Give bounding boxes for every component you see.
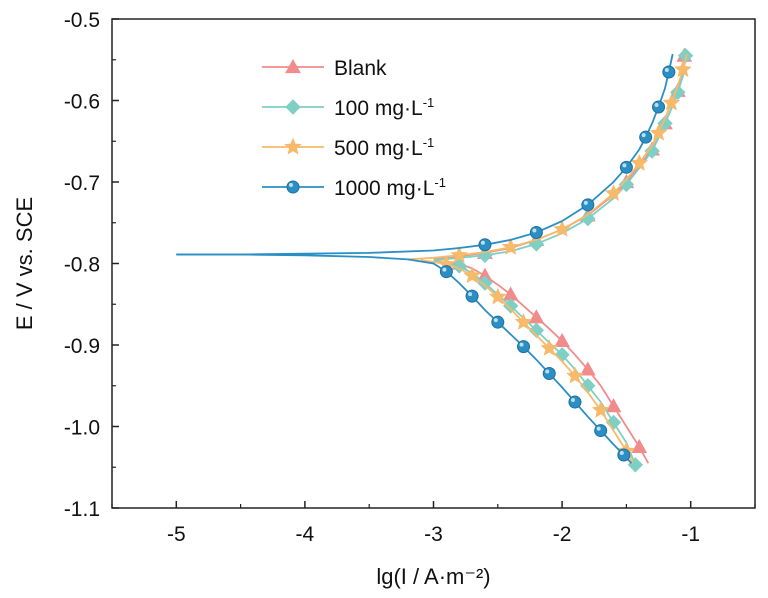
legend-label: 500 mg·L-1 (334, 135, 434, 160)
sphere-highlight (583, 200, 588, 205)
star-marker (501, 237, 520, 255)
star-marker (674, 60, 692, 78)
sphere-highlight (570, 398, 575, 403)
sphere-highlight (622, 163, 627, 168)
sphere-marker (529, 226, 543, 240)
star-marker (540, 339, 559, 356)
sphere-marker (652, 100, 666, 114)
y-tick-label: -0.7 (64, 172, 100, 195)
sphere-highlight (519, 342, 524, 347)
star-marker (553, 219, 571, 237)
series-3 (176, 53, 676, 464)
legend-label-base: Blank (334, 57, 387, 80)
diamond-marker (618, 176, 635, 193)
sphere-marker (465, 289, 479, 303)
sphere-highlight (654, 103, 659, 108)
sphere-marker (594, 424, 608, 438)
y-axis-title: E / V vs. SCE (12, 197, 37, 330)
legend-entry: 500 mg·L-1 (262, 135, 434, 160)
sphere-marker (639, 130, 653, 144)
sphere-highlight (480, 240, 485, 245)
sphere-highlight (442, 267, 447, 272)
diamond-marker (644, 143, 660, 159)
legend-entry: 100 mg·L-1 (262, 95, 434, 120)
triangle-marker (579, 361, 596, 376)
star-marker (591, 400, 610, 418)
sphere-highlight (289, 183, 293, 187)
series-1 (433, 47, 694, 473)
y-tick-label: -0.6 (64, 91, 100, 114)
legend-label: Blank (334, 57, 387, 80)
sphere-marker (568, 395, 582, 409)
x-tick-label: -5 (167, 523, 186, 546)
plot-area (176, 47, 694, 473)
legend-entry: 1000 mg·L-1 (262, 175, 446, 200)
diamond-marker (477, 275, 493, 291)
star-marker (662, 93, 681, 111)
legend-label-superscript: -1 (423, 135, 435, 150)
y-tick-label: -0.5 (64, 9, 100, 32)
star-marker (514, 312, 533, 330)
series-line-cathodic (433, 260, 650, 464)
star-marker (488, 287, 507, 305)
axis-titles: lg(I / A·m⁻²) E / V vs. SCE (12, 197, 491, 589)
sphere-marker (439, 265, 453, 279)
star-marker (630, 154, 649, 171)
star-marker (566, 366, 584, 384)
x-tick-label: -3 (424, 523, 443, 546)
sphere-highlight (532, 228, 537, 233)
y-tick-label: -1.1 (64, 498, 100, 521)
diamond-marker (528, 322, 545, 339)
sphere-highlight (545, 369, 550, 374)
sphere-marker (662, 65, 676, 79)
triangle-marker (554, 332, 570, 348)
sphere-marker (581, 198, 595, 212)
x-tick-label: -1 (681, 523, 700, 546)
x-tick-label: -2 (553, 523, 572, 546)
legend-label-superscript: -1 (423, 95, 435, 110)
axes: -5 -4 -3 -2 -1 -0.5 -0.6 -0.7 -0.8 -0.9 -1.0 -1.1 (64, 9, 756, 546)
x-tick-label: -4 (296, 523, 315, 546)
series-2 (407, 53, 692, 464)
sphere-highlight (596, 426, 601, 431)
legend-label-base: 500 mg·L (334, 137, 423, 160)
legend-label: 100 mg·L-1 (334, 95, 434, 120)
star-marker (649, 123, 668, 141)
triangle-marker (285, 58, 301, 74)
star-marker (604, 184, 623, 201)
sphere-marker (478, 238, 492, 252)
sphere-marker (542, 367, 556, 381)
legend-label-base: 1000 mg·L (334, 177, 434, 200)
sphere-highlight (619, 451, 624, 456)
y-tick-label: -1.0 (64, 417, 100, 440)
triangle-marker (605, 398, 622, 413)
triangle-marker (631, 438, 648, 453)
sphere-highlight (641, 133, 646, 138)
sphere-marker (491, 315, 505, 329)
series-line-anodic (176, 53, 674, 256)
y-tick-label: -0.8 (64, 254, 100, 277)
series-line-cathodic (176, 253, 633, 464)
diamond-marker (285, 99, 301, 115)
sphere-marker (619, 160, 633, 174)
x-axis-title: lg(I / A·m⁻²) (376, 564, 490, 589)
sphere-highlight (468, 292, 473, 297)
sphere-marker (286, 180, 300, 194)
y-tick-label: -0.9 (64, 335, 100, 358)
sphere-highlight (664, 67, 669, 72)
sphere-marker (517, 340, 531, 354)
star-marker (463, 266, 481, 284)
legend-label-base: 100 mg·L (334, 97, 423, 120)
sphere-highlight (493, 318, 498, 323)
star-marker (450, 245, 469, 263)
legend-label-superscript: -1 (434, 175, 446, 190)
sphere-marker (617, 448, 631, 462)
legend-label: 1000 mg·L-1 (334, 175, 446, 200)
legend-entry: Blank (262, 57, 387, 80)
star-marker (284, 137, 302, 155)
